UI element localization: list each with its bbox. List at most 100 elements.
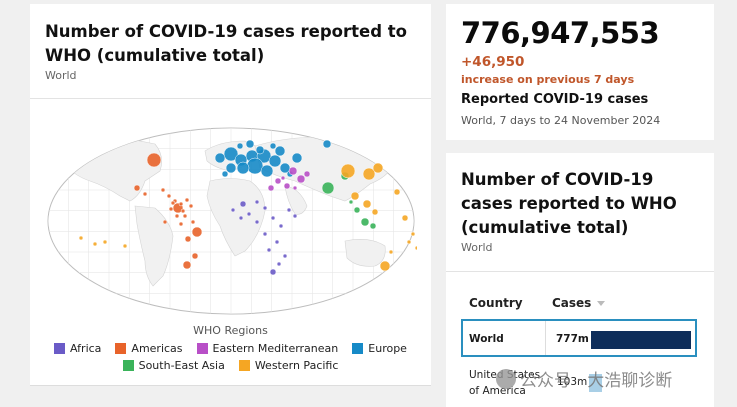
case-bubble[interactable] — [184, 197, 190, 203]
case-bubble[interactable] — [393, 188, 401, 196]
case-bubble[interactable] — [223, 146, 239, 162]
case-bubble[interactable] — [340, 163, 356, 179]
case-bubble[interactable] — [276, 261, 282, 267]
case-bubble[interactable] — [178, 201, 184, 207]
country-name: World — [469, 333, 504, 345]
case-bubble[interactable] — [280, 175, 286, 181]
case-bubble[interactable] — [283, 182, 291, 190]
case-bubble[interactable] — [182, 213, 188, 219]
case-bubble[interactable] — [262, 205, 268, 211]
case-bubble[interactable] — [388, 249, 394, 255]
column-header-country[interactable]: Country — [469, 296, 523, 310]
case-bubble[interactable] — [166, 193, 172, 199]
legend-item-eastern-mediterranean[interactable]: Eastern Mediterranean — [196, 342, 338, 355]
table-row[interactable]: World 777m — [461, 319, 697, 357]
case-bubble[interactable] — [182, 260, 192, 270]
case-bubble[interactable] — [239, 200, 247, 208]
case-bubble[interactable] — [269, 142, 277, 150]
case-bubble[interactable] — [274, 145, 286, 157]
case-bubble[interactable] — [406, 239, 412, 245]
case-bubble[interactable] — [230, 207, 236, 213]
case-bubble[interactable] — [269, 268, 277, 276]
stat-date: World, 7 days to 24 November 2024 — [461, 114, 661, 127]
swatch — [352, 343, 364, 354]
case-bubble[interactable] — [254, 199, 260, 205]
case-bubble[interactable] — [245, 139, 255, 149]
case-bubble[interactable] — [270, 215, 276, 221]
legend-item-western-pacific[interactable]: Western Pacific — [238, 359, 338, 372]
case-bubble[interactable] — [379, 260, 391, 272]
legend-item-americas[interactable]: Americas — [115, 342, 183, 355]
case-bubble[interactable] — [188, 203, 194, 209]
case-bubble[interactable] — [288, 166, 298, 176]
case-bubble[interactable] — [303, 170, 311, 178]
case-bubble[interactable] — [146, 152, 162, 168]
case-bubble[interactable] — [236, 142, 244, 150]
case-bubble[interactable] — [178, 221, 184, 227]
case-bubble[interactable] — [254, 219, 260, 225]
case-bubble[interactable] — [184, 235, 192, 243]
case-bubble[interactable] — [362, 199, 372, 209]
case-bubble[interactable] — [401, 214, 409, 222]
case-bubble[interactable] — [282, 253, 288, 259]
legend-item-south-east-asia[interactable]: South-East Asia — [122, 359, 225, 372]
case-bubble[interactable] — [274, 177, 282, 185]
case-bubble[interactable] — [92, 241, 98, 247]
case-bubble[interactable] — [321, 181, 335, 195]
case-bubble[interactable] — [296, 174, 306, 184]
case-bubble[interactable] — [371, 208, 379, 216]
case-bubble[interactable] — [246, 157, 264, 175]
case-bubble[interactable] — [122, 243, 128, 249]
sort-caret-icon[interactable] — [597, 301, 606, 306]
case-bubble[interactable] — [214, 152, 226, 164]
case-bubble[interactable] — [350, 191, 360, 201]
column-header-cases[interactable]: Cases — [552, 296, 606, 310]
case-bubble[interactable] — [268, 154, 282, 168]
case-bubble[interactable] — [102, 239, 108, 245]
case-bubble[interactable] — [255, 145, 265, 155]
watermark: 公众号 · 大浩聊诊断 — [496, 366, 672, 391]
case-bubble[interactable] — [174, 213, 180, 219]
case-bubble[interactable] — [190, 219, 196, 225]
case-bubble[interactable] — [278, 223, 284, 229]
case-bubble[interactable] — [225, 162, 237, 174]
case-bubble[interactable] — [372, 162, 384, 174]
case-bubble[interactable] — [133, 184, 141, 192]
case-bubble[interactable] — [267, 184, 275, 192]
case-bubble[interactable] — [292, 213, 298, 219]
case-bubble[interactable] — [286, 207, 292, 213]
case-bubble[interactable] — [191, 252, 199, 260]
swatch — [122, 360, 134, 371]
case-bubble[interactable] — [162, 219, 168, 225]
case-bubble[interactable] — [168, 206, 174, 212]
case-bubble[interactable] — [262, 231, 268, 237]
world-map[interactable] — [45, 126, 417, 316]
case-bubble[interactable] — [260, 164, 274, 178]
case-bubble[interactable] — [353, 206, 361, 214]
case-bubble[interactable] — [414, 245, 417, 251]
case-bubble[interactable] — [348, 199, 354, 205]
case-bubble[interactable] — [170, 200, 176, 206]
case-bubble[interactable] — [322, 139, 332, 149]
case-bubble[interactable] — [369, 222, 377, 230]
case-bubble[interactable] — [191, 226, 203, 238]
case-bubble[interactable] — [266, 247, 272, 253]
case-bubble[interactable] — [142, 191, 148, 197]
case-bubble[interactable] — [236, 161, 250, 175]
legend-item-europe[interactable]: Europe — [352, 342, 407, 355]
case-bubbles — [78, 139, 417, 276]
case-bubble[interactable] — [221, 170, 229, 178]
total-cases-value: 776,947,553 — [461, 16, 660, 50]
case-bubble[interactable] — [362, 167, 376, 181]
case-bubble[interactable] — [410, 231, 416, 237]
case-bubble[interactable] — [238, 215, 244, 221]
case-bubble[interactable] — [160, 187, 166, 193]
case-bubble[interactable] — [291, 152, 303, 164]
case-bubble[interactable] — [246, 211, 252, 217]
case-bubble[interactable] — [274, 239, 280, 245]
case-bubble[interactable] — [78, 235, 84, 241]
case-bubble[interactable] — [292, 185, 298, 191]
legend-item-africa[interactable]: Africa — [54, 342, 101, 355]
case-bubble[interactable] — [360, 217, 370, 227]
case-bubble[interactable] — [180, 208, 186, 214]
